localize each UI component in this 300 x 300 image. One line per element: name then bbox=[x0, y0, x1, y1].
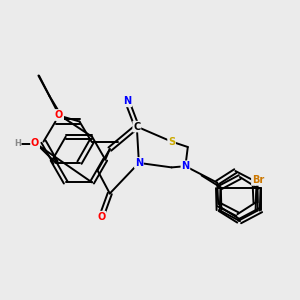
Text: H: H bbox=[14, 139, 21, 148]
Text: N: N bbox=[123, 96, 131, 106]
Text: N: N bbox=[135, 158, 143, 168]
Text: S: S bbox=[168, 136, 175, 147]
Text: Br: Br bbox=[252, 175, 264, 185]
Text: O: O bbox=[55, 110, 63, 120]
Text: O: O bbox=[31, 138, 39, 148]
Text: N: N bbox=[181, 161, 190, 171]
Text: O: O bbox=[97, 212, 106, 222]
Text: C: C bbox=[133, 122, 140, 132]
